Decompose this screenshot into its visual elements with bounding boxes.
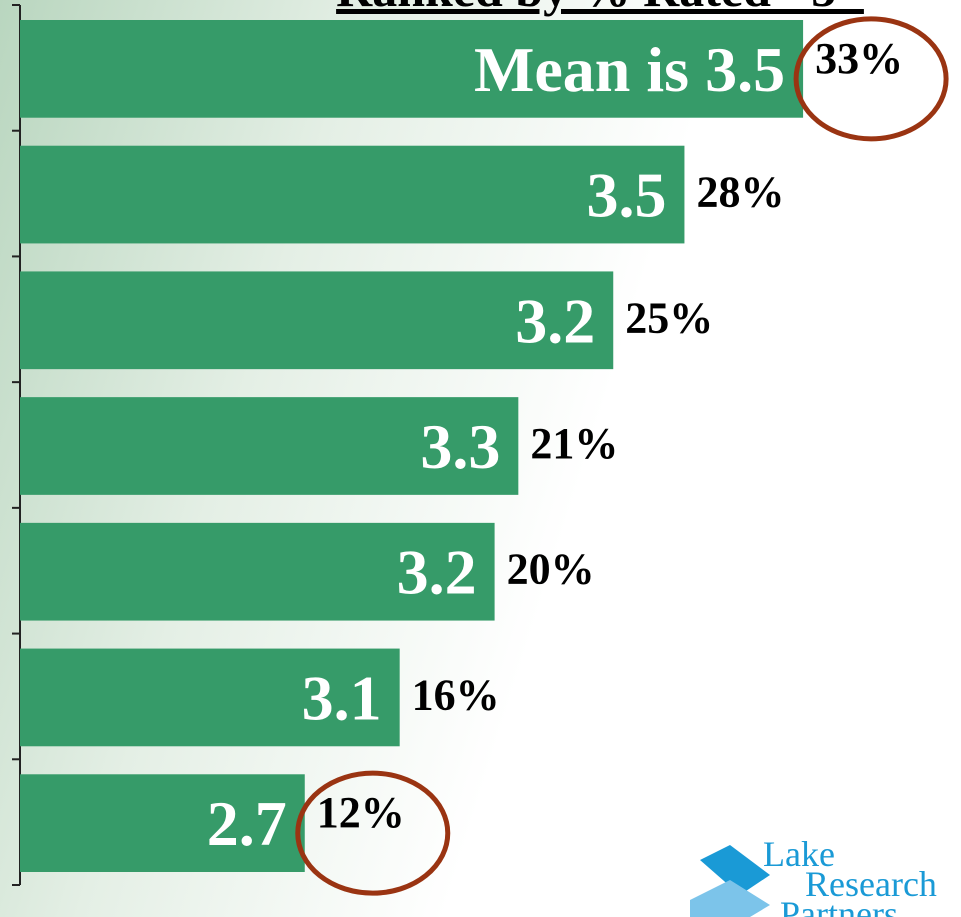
mean-label: 3.2 [397,537,477,608]
chart-title: Ranked by % Rated "5" [336,0,864,17]
data-label: 28% [696,168,784,217]
highlight-circle [295,770,451,896]
logo-text: Research [805,864,937,904]
mean-label: 3.5 [586,160,666,231]
data-label: 21% [530,419,618,468]
bar [20,774,305,872]
highlight-circle [793,16,949,142]
mean-label: 3.3 [420,411,500,482]
bar [20,145,685,244]
bar [20,397,519,495]
mean-label: 2.7 [207,788,287,859]
data-label: 12% [317,788,405,837]
logo: Lake Research Partners [680,834,961,917]
bar [20,20,804,118]
data-label: 25% [625,293,713,342]
bar [20,648,400,747]
mean-label: 3.1 [302,662,382,733]
data-label: 33% [815,34,903,83]
data-label: 20% [507,545,595,594]
logo-text: Lake [763,834,835,874]
logo-puzzle [700,845,770,895]
mean-label: Mean is 3.5 [474,34,785,105]
data-label: 16% [412,670,500,719]
logo-puzzle [690,880,770,917]
bar [20,522,495,621]
logo-text: Partners [780,894,898,917]
bar [20,271,614,370]
mean-label: 3.2 [515,285,595,356]
